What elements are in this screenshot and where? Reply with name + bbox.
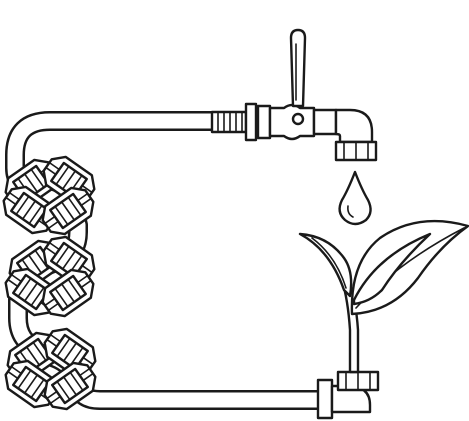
- pipe-coupling: [0, 149, 103, 417]
- valve-handle: [289, 28, 307, 108]
- pipe-elbow: [316, 370, 380, 420]
- faucet-outlet: [334, 140, 378, 162]
- pipe-elbow: [334, 108, 374, 144]
- ball-valve: [210, 102, 338, 142]
- water-drop: [338, 170, 372, 226]
- plant-sprout: [298, 220, 469, 374]
